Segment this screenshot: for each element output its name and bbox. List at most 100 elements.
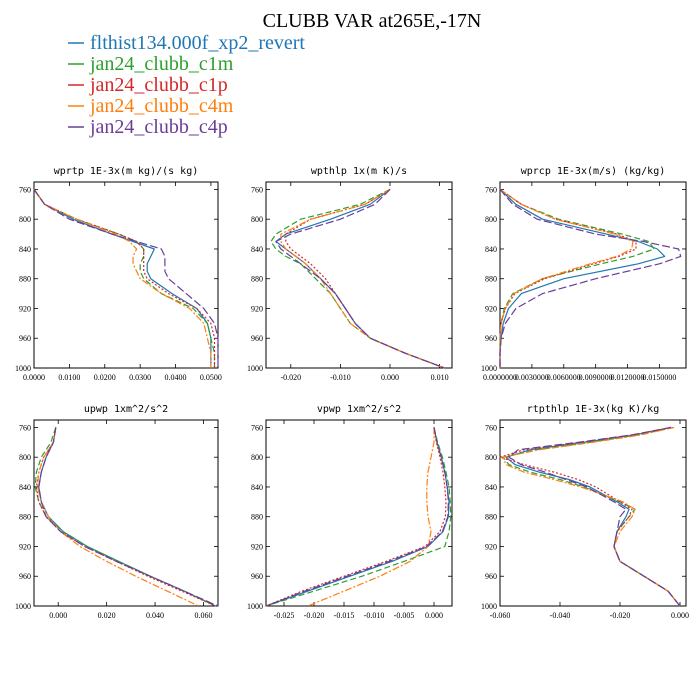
series-line-1 (265, 427, 450, 607)
legend-label-5: jan24_clubb_c4p (89, 116, 228, 138)
figure-title: CLUBB VAR at265E,-17N (263, 10, 482, 32)
x-tick-label: 0.0000000 (483, 373, 517, 382)
panel-6: rtpthlp 1E-3x(kg K)/kg 760 800 840 880 920 960… (481, 404, 689, 620)
y-tick-label: 920 (485, 542, 497, 551)
y-tick-label: 800 (485, 453, 497, 462)
y-tick-label: 920 (19, 304, 31, 313)
y-tick-label: 960 (19, 334, 31, 343)
plot-frame (499, 419, 687, 607)
x-tick-label: -0.005 (394, 611, 415, 620)
x-tick-label: -0.025 (274, 611, 295, 620)
x-tick-label: 0.0200 (94, 373, 116, 382)
y-tick-label: 760 (251, 423, 263, 432)
series-line-3 (499, 188, 637, 368)
plot-frame (33, 181, 219, 369)
series-line-2 (33, 189, 216, 368)
y-tick-label: 760 (19, 423, 31, 432)
series-line-1 (499, 188, 666, 368)
x-tick-label: -0.020 (304, 611, 325, 620)
y-tick-label: 880 (485, 513, 497, 522)
series-line-2 (34, 427, 216, 607)
legend-label-2: jan24_clubb_c1m (89, 53, 234, 75)
y-tick-label: 800 (251, 453, 263, 462)
series-line-4 (502, 426, 681, 607)
series-line-5 (499, 189, 682, 368)
x-tick-label: 0.0100 (58, 373, 80, 382)
plot-frame (265, 181, 453, 369)
y-tick-label: 960 (251, 334, 263, 343)
panel-title: wpthlp 1x(m K)/s (311, 166, 407, 177)
x-tick-label: 0.0060000 (547, 373, 581, 382)
x-tick-label: 0.0090000 (579, 373, 613, 382)
y-tick-label: 960 (485, 334, 497, 343)
panels: wprtp 1E-3x(m kg)/(s kg) 760 800 840 880 920 9… (15, 166, 689, 620)
series-line-1 (275, 188, 445, 369)
series-line-5 (33, 189, 219, 368)
series-line-1 (38, 427, 216, 607)
series-line-3 (499, 426, 681, 607)
legend: flthist134.000f_xp2_revertjan24_clubb_c1… (68, 32, 305, 138)
y-tick-label: 1000 (15, 364, 31, 373)
y-tick-label: 1000 (481, 602, 497, 611)
y-tick-label: 840 (251, 245, 263, 254)
x-tick-label: 0.020 (98, 611, 116, 620)
panel-1: wprtp 1E-3x(m kg)/(s kg) 760 800 840 880 920 9… (15, 166, 222, 382)
y-tick-label: 800 (19, 453, 31, 462)
series-line-3 (33, 189, 216, 368)
y-tick-label: 1000 (247, 364, 263, 373)
panel-4: upwp 1xm^2/s^2 760 800 840 880 920 960 1000 0.00… (15, 404, 219, 620)
y-tick-label: 1000 (481, 364, 497, 373)
series-line-2 (499, 188, 655, 368)
x-tick-label: 0.0000 (23, 373, 45, 382)
y-tick-label: 840 (19, 483, 31, 492)
y-tick-label: 880 (485, 275, 497, 284)
x-tick-label: 0.0120000 (611, 373, 645, 382)
x-tick-label: 0.0150000 (642, 373, 676, 382)
y-tick-label: 760 (485, 423, 497, 432)
panel-title: upwp 1xm^2/s^2 (84, 404, 168, 415)
series-line-4 (280, 188, 445, 369)
x-tick-label: 0.000 (671, 611, 689, 620)
x-tick-label: 0.000 (425, 611, 443, 620)
y-tick-label: 960 (251, 572, 263, 581)
x-tick-label: 0.040 (146, 611, 164, 620)
x-tick-label: 0.0030000 (515, 373, 549, 382)
x-tick-label: -0.020 (280, 373, 301, 382)
y-tick-label: 920 (251, 304, 263, 313)
panel-5: vpwp 1xm^2/s^2 760 800 840 880 920 960 1000 -0.0… (247, 404, 453, 620)
y-tick-label: 800 (19, 215, 31, 224)
legend-label-4: jan24_clubb_c4m (89, 95, 234, 117)
series-line-3 (285, 188, 445, 369)
series-line-5 (38, 427, 219, 607)
y-tick-label: 1000 (15, 602, 31, 611)
y-tick-label: 920 (251, 542, 263, 551)
series-line-2 (502, 426, 681, 607)
panel-title: wprcp 1E-3x(m/s) (kg/kg) (521, 166, 666, 177)
x-tick-label: -0.060 (490, 611, 511, 620)
y-tick-label: 880 (19, 275, 31, 284)
y-tick-label: 800 (251, 215, 263, 224)
y-tick-label: 840 (19, 245, 31, 254)
series-line-3 (265, 427, 447, 607)
y-tick-label: 960 (19, 572, 31, 581)
y-tick-label: 920 (19, 542, 31, 551)
legend-label-3: jan24_clubb_c1p (89, 74, 228, 96)
series-line-4 (307, 427, 435, 607)
panel-title: wprtp 1E-3x(m kg)/(s kg) (54, 166, 199, 177)
series-line-4 (33, 189, 212, 368)
y-tick-label: 880 (251, 513, 263, 522)
x-tick-label: -0.040 (550, 611, 571, 620)
series-line-5 (275, 188, 445, 369)
x-tick-label: 0.000 (381, 373, 399, 382)
y-tick-label: 760 (251, 185, 263, 194)
series-line-3 (35, 427, 216, 607)
y-tick-label: 840 (485, 483, 497, 492)
series-line-5 (265, 427, 449, 607)
x-tick-label: 0.0500 (200, 373, 222, 382)
y-tick-label: 880 (251, 275, 263, 284)
y-tick-label: 760 (485, 185, 497, 194)
plot-frame (265, 419, 453, 607)
x-tick-label: -0.010 (364, 611, 385, 620)
series-line-4 (36, 427, 199, 607)
series-line-4 (499, 188, 634, 368)
